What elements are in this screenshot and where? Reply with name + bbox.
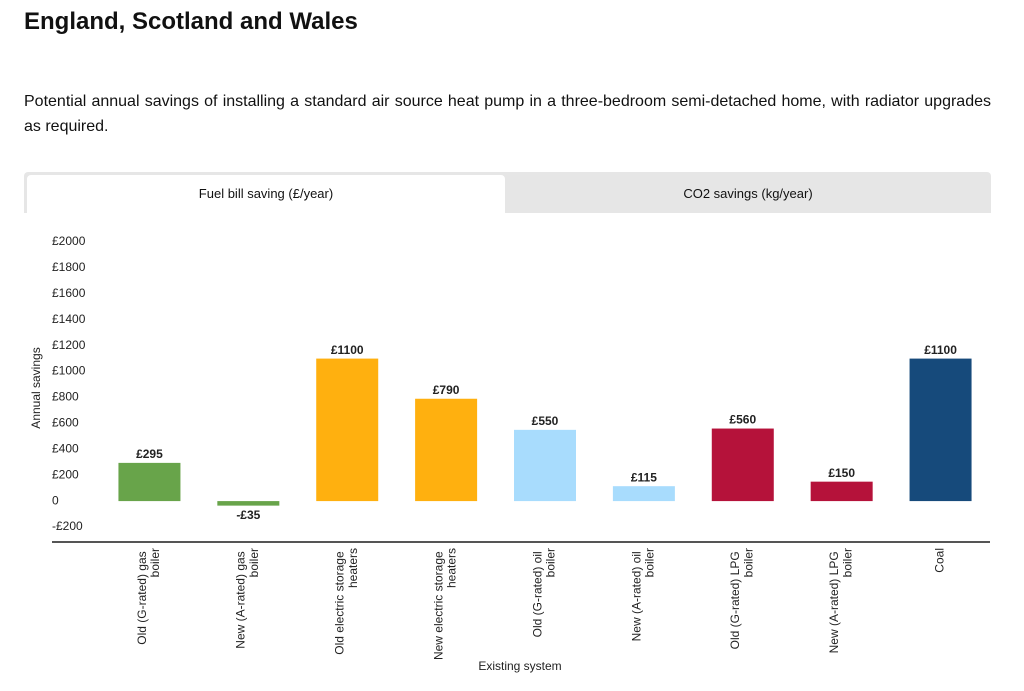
y-axis-title: Annual savings <box>29 347 43 428</box>
y-tick-label: £1400 <box>52 312 86 326</box>
bar <box>217 501 280 506</box>
x-tick-label: Coal <box>933 548 947 573</box>
y-tick-label: £400 <box>52 441 79 455</box>
x-tick: New (A-rated) oil boiler <box>629 548 656 641</box>
description: Potential annual savings of installing a… <box>24 93 991 135</box>
value-label: -£35 <box>236 508 260 522</box>
y-tick-label: £1200 <box>52 338 86 352</box>
value-label: £1100 <box>331 343 364 357</box>
y-tick-label: £1600 <box>52 286 86 300</box>
y-tick-label: -£200 <box>52 519 83 533</box>
x-tick-label: Old electric storage heaters <box>333 548 360 655</box>
bar <box>415 398 478 502</box>
x-tick-label: New (A-rated) oil boiler <box>629 548 656 641</box>
x-tick-label: Old (G-rated) gas boiler <box>135 548 162 645</box>
x-tick-label: New (A-rated) LPG boiler <box>827 548 854 653</box>
x-tick-label: New (A-rated) gas boiler <box>234 548 261 649</box>
x-tick: New electric storage heaters <box>432 548 459 660</box>
value-label: £560 <box>729 413 756 427</box>
y-tick-label: £800 <box>52 390 79 404</box>
x-tick-label: Old (G-rated) LPG boiler <box>728 548 755 649</box>
x-tick: New (A-rated) LPG boiler <box>827 548 854 653</box>
bar <box>514 429 576 502</box>
x-tick: Old (G-rated) LPG boiler <box>728 548 755 649</box>
bar <box>118 462 181 502</box>
bar <box>711 428 774 502</box>
value-label: £150 <box>828 466 855 480</box>
value-label: £790 <box>433 383 460 397</box>
x-axis-title: Existing system <box>478 659 561 673</box>
tab-bar: Fuel bill saving (£/year) CO2 savings (k… <box>24 172 991 213</box>
x-tick-label: New electric storage heaters <box>432 548 459 660</box>
y-tick-label: £600 <box>52 416 79 430</box>
value-label: £550 <box>532 414 559 428</box>
bar <box>810 481 873 502</box>
bar <box>909 358 972 502</box>
x-tick: Old (G-rated) oil boiler <box>531 548 558 637</box>
value-label: £295 <box>136 447 163 461</box>
page-title: England, Scotland and Wales <box>24 8 358 35</box>
bar <box>316 358 379 502</box>
y-tick-label: £200 <box>52 467 79 481</box>
y-tick-label: 0 <box>52 493 59 507</box>
value-label: £115 <box>631 470 657 484</box>
tab[interactable]: Fuel bill saving (£/year) <box>27 175 505 213</box>
y-tick-label: £2000 <box>52 234 86 248</box>
x-tick: Old electric storage heaters <box>333 548 360 655</box>
x-tick: New (A-rated) gas boiler <box>234 548 261 649</box>
y-tick-label: £1000 <box>52 364 86 378</box>
x-tick: Coal <box>933 548 947 573</box>
value-label: £1100 <box>924 343 957 357</box>
bar <box>612 486 675 502</box>
x-tick: Old (G-rated) gas boiler <box>135 548 162 645</box>
tab[interactable]: CO2 savings (kg/year) <box>683 186 813 201</box>
x-tick-label: Old (G-rated) oil boiler <box>531 548 558 637</box>
y-tick-label: £1800 <box>52 260 86 274</box>
